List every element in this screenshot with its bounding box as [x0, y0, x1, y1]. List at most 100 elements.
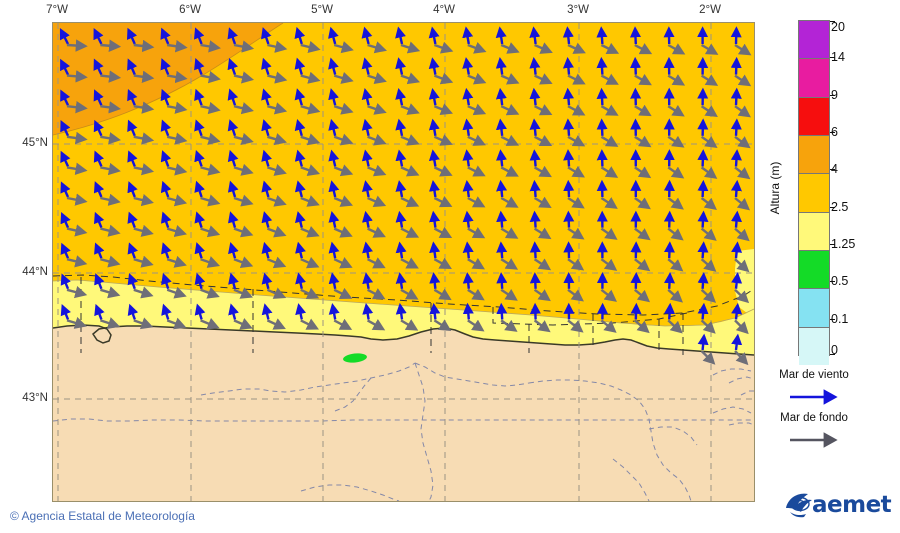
swell-vector: [266, 225, 287, 238]
swell-vector: [467, 165, 486, 177]
swell-vector: [734, 105, 751, 118]
swell-vector: [300, 164, 321, 177]
wind-sea-vector: [429, 180, 440, 198]
swell-vector: [166, 317, 187, 330]
wind-sea-vector: [261, 303, 273, 320]
swell-vector: [66, 224, 88, 237]
wind-sea-vector: [429, 272, 441, 289]
swell-vector: [600, 166, 619, 178]
map-panel[interactable]: [52, 22, 755, 502]
wind-sea-vector: [60, 273, 71, 290]
wind-sea-vector: [697, 118, 709, 136]
swell-vector: [267, 133, 287, 146]
wind-sea-vector: [93, 150, 104, 167]
colorbar-segment: [799, 21, 829, 59]
swell-vector: [433, 288, 452, 301]
wind-sea-vector: [630, 56, 642, 75]
swell-vector: [400, 41, 421, 54]
wind-sea-vector: [395, 272, 407, 289]
swell-vector: [333, 41, 354, 54]
swell-vector: [467, 227, 486, 239]
swell-vector: [667, 74, 686, 86]
swell-vector: [166, 101, 188, 114]
wind-sea-vector: [295, 272, 306, 290]
wind-sea-vector: [462, 26, 474, 45]
swell-vector: [533, 258, 552, 271]
wind-sea-vector: [361, 118, 373, 137]
swell-vector: [500, 288, 518, 301]
swell-vector: [300, 133, 321, 146]
wind-sea-vector: [731, 333, 743, 351]
swell-vector: [233, 256, 254, 269]
swell-vector: [433, 165, 453, 177]
swell-vector: [734, 43, 752, 56]
swell-vector: [133, 39, 155, 53]
wind-sea-vector: [596, 118, 608, 136]
swell-vector: [700, 319, 716, 334]
wind-sea-vector: [664, 302, 676, 320]
swell-vector: [300, 225, 320, 238]
swell-vector: [700, 350, 716, 365]
wind-sea-vector: [428, 118, 440, 136]
swell-vector: [734, 350, 749, 366]
swell-vector: [600, 197, 618, 209]
swell-vector: [333, 226, 353, 238]
wind-sea-vector: [94, 211, 105, 229]
swell-vector: [233, 102, 254, 115]
swell-vector: [333, 102, 354, 115]
wind-sea-vector: [127, 181, 138, 198]
lon-tick-label-0: 7°W: [46, 4, 68, 16]
wind-sea-vector: [60, 303, 71, 320]
aemet-logo-icon[interactable]: [782, 488, 892, 522]
wind-sea-vector: [227, 211, 239, 228]
wind-sea-vector: [261, 149, 272, 167]
wind-sea-vector: [127, 211, 138, 229]
wind-sea-vector: [495, 87, 507, 106]
wind-sea-vector: [328, 118, 340, 137]
wind-sea-vector: [127, 303, 139, 320]
wind-sea-arrow-icon: [790, 389, 838, 405]
swell-vector: [167, 39, 188, 53]
swell-vector: [133, 317, 154, 330]
swell-vector: [534, 104, 553, 116]
wind-sea-vector: [697, 179, 709, 198]
wind-sea-vector: [462, 118, 474, 136]
wind-sea-vector: [429, 241, 441, 259]
swell-vector: [266, 318, 286, 330]
swell-vector: [433, 103, 453, 115]
swell-vector: [267, 102, 288, 115]
wind-sea-vector: [362, 272, 374, 290]
colorbar-tick-label-7: 0.5: [831, 274, 849, 289]
swell-vector: [300, 102, 321, 115]
swell-vector: [600, 135, 619, 147]
swell-vector: [600, 319, 617, 333]
wind-sea-vector: [730, 149, 742, 167]
wind-sea-vector: [261, 88, 272, 106]
wind-sea-vector: [194, 119, 205, 137]
wind-sea-vector: [395, 57, 407, 75]
wind-sea-vector: [228, 272, 239, 290]
swell-vector: [400, 257, 419, 269]
wind-sea-vector: [228, 241, 239, 259]
wind-sea-vector: [126, 27, 138, 45]
wind-sea-vector: [161, 303, 172, 320]
wind-sea-vector: [730, 118, 742, 136]
colorbar[interactable]: 20 14 9 6 4 2.5 1.25 0.5 0.1 0: [798, 20, 855, 365]
swell-vector: [100, 132, 121, 145]
wind-sea-vector: [496, 302, 508, 320]
wind-sea-vector: [60, 181, 71, 198]
swell-vector: [467, 288, 485, 301]
swell-vector: [500, 73, 520, 85]
swell-vector: [567, 42, 586, 54]
swell-vector: [667, 258, 684, 272]
wind-sea-vector: [462, 241, 474, 259]
swell-vector: [367, 318, 386, 331]
swell-vector: [300, 318, 319, 330]
swell-vector: [367, 195, 387, 207]
swell-vector: [734, 227, 750, 242]
swell-vector: [533, 319, 551, 333]
swell-vector: [567, 135, 586, 147]
wind-sea-vector: [629, 26, 642, 45]
swell-vector: [400, 195, 420, 208]
swell-vector: [467, 196, 486, 208]
